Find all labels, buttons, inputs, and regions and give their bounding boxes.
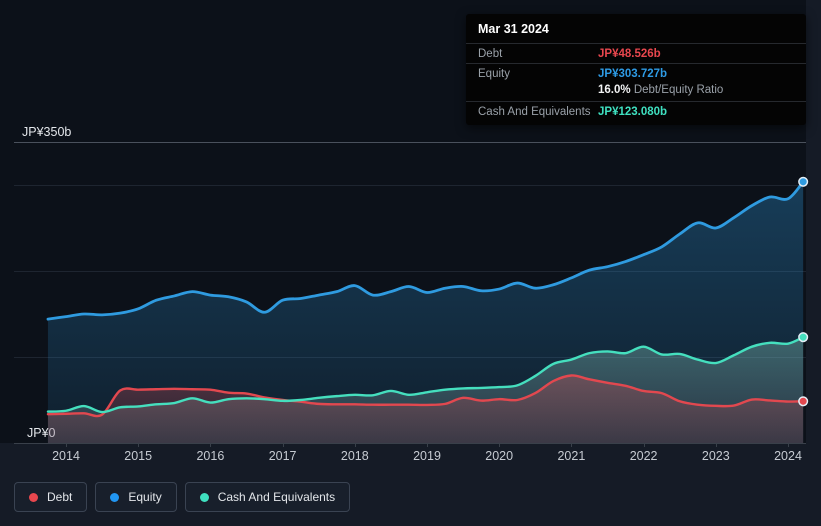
tooltip-equity-value: JP¥303.727b xyxy=(598,68,668,80)
tooltip-ratio-label: Debt/Equity Ratio xyxy=(633,84,724,96)
tooltip-cash-label: Cash And Equivalents xyxy=(478,106,591,118)
legend-label-debt: Debt xyxy=(47,490,73,504)
chart-tooltip: Mar 31 2024 Debt JP¥48.526b Equity JP¥30… xyxy=(466,14,806,125)
tooltip-cash-row: Cash And Equivalents JP¥123.080b xyxy=(466,102,806,125)
x-axis-label: 2015 xyxy=(124,449,152,463)
series-line-debt xyxy=(46,374,805,418)
legend-item-equity[interactable]: Equity xyxy=(95,482,177,512)
series-line-equity xyxy=(46,180,805,321)
series-endpoint-equity xyxy=(798,176,809,187)
legend-label-cash: Cash And Equivalents xyxy=(217,490,336,504)
tooltip-debt-value: JP¥48.526b xyxy=(598,48,661,60)
series-endpoint-debt xyxy=(798,396,809,407)
tooltip-equity-label: Equity xyxy=(478,68,510,80)
x-axis-label: 2024 xyxy=(774,449,802,463)
x-axis-label: 2020 xyxy=(485,449,513,463)
tooltip-ratio-row: 16.0% Debt/Equity Ratio xyxy=(466,83,806,102)
legend-item-cash[interactable]: Cash And Equivalents xyxy=(184,482,351,512)
x-axis-label: 2014 xyxy=(52,449,80,463)
tooltip-equity-row: Equity JP¥303.727b xyxy=(466,64,806,83)
x-axis-label: 2018 xyxy=(341,449,369,463)
series-area-debt xyxy=(47,375,804,443)
equity-legend-dot xyxy=(110,492,120,502)
tooltip-cash-value: JP¥123.080b xyxy=(598,106,668,118)
y-axis-label-top: JP¥350b xyxy=(22,125,71,139)
series-endpoint-cash xyxy=(798,332,809,343)
tooltip-ratio-value: 16.0% xyxy=(598,84,631,96)
x-axis-label: 2019 xyxy=(413,449,441,463)
x-axis-label: 2022 xyxy=(630,449,658,463)
x-axis-label: 2021 xyxy=(557,449,585,463)
x-axis-label: 2023 xyxy=(702,449,730,463)
debt-legend-dot xyxy=(29,492,38,502)
tooltip-debt-row: Debt JP¥48.526b xyxy=(466,44,806,64)
x-axis-label: 2016 xyxy=(196,449,224,463)
cash-legend-dot xyxy=(199,492,209,502)
x-axis-label: 2017 xyxy=(269,449,297,463)
series-line-cash xyxy=(46,335,805,414)
chart-legend: Debt Equity Cash And Equivalents xyxy=(14,482,351,512)
legend-item-debt[interactable]: Debt xyxy=(14,482,88,512)
tooltip-debt-label: Debt xyxy=(478,48,503,60)
legend-label-equity: Equity xyxy=(128,490,162,504)
tooltip-date: Mar 31 2024 xyxy=(466,14,806,44)
